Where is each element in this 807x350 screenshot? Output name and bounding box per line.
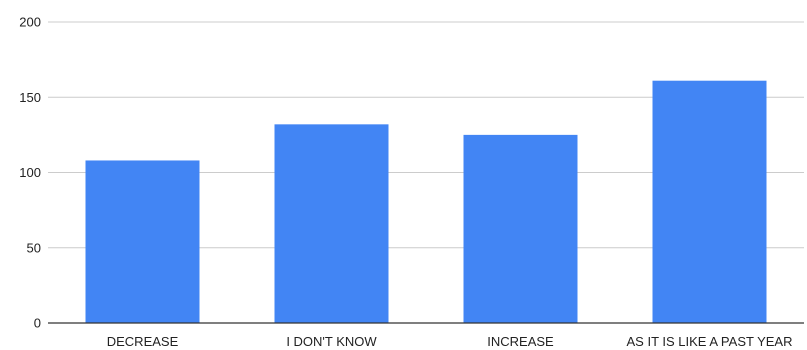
- bar-2: [274, 124, 389, 323]
- x-tick-label: INCREASE: [487, 334, 554, 349]
- x-tick-label: I DON'T KNOW: [286, 334, 377, 349]
- bar-3: [463, 134, 578, 323]
- x-tick-label: AS IT IS LIKE A PAST YEAR: [627, 334, 793, 349]
- bar-4: [652, 80, 767, 323]
- y-tick-label: 100: [19, 165, 41, 180]
- y-tick-label: 150: [19, 90, 41, 105]
- y-tick-label: 0: [34, 316, 41, 331]
- y-tick-labels: 0 50 100 150 200: [19, 15, 41, 331]
- bar-1: [85, 160, 200, 323]
- y-tick-label: 50: [27, 240, 41, 255]
- x-tick-label: DECREASE: [107, 334, 179, 349]
- bars: [85, 80, 767, 323]
- x-tick-labels: DECREASE I DON'T KNOW INCREASE AS IT IS LIK…: [107, 334, 793, 349]
- y-tick-label: 200: [19, 15, 41, 30]
